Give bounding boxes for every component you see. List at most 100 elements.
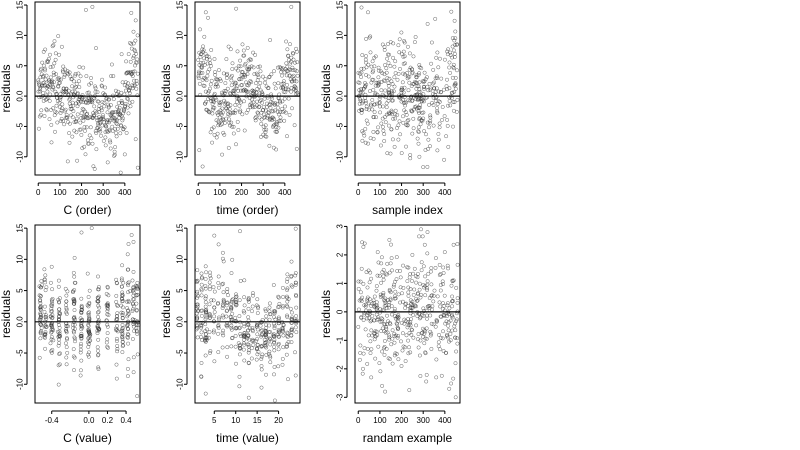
scatter-point	[272, 324, 277, 328]
y-tick-label: 15	[176, 0, 185, 9]
scatter-point	[119, 90, 124, 95]
y-tick-label: 3	[336, 224, 345, 229]
scatter-point	[201, 44, 205, 49]
scatter-point	[428, 86, 433, 91]
scatter-point	[294, 294, 299, 299]
scatter-point	[52, 39, 57, 44]
scatter-point	[125, 374, 130, 379]
scatter-point	[81, 65, 86, 70]
scatter-point	[398, 268, 403, 273]
scatter-point	[89, 76, 93, 80]
x-tick-label: 400	[438, 188, 452, 197]
scatter-point	[200, 164, 205, 169]
scatter-point	[403, 345, 407, 350]
scatter-point	[247, 65, 252, 70]
scatter-point	[56, 278, 61, 283]
scatter-point	[125, 252, 130, 257]
scatter-point	[292, 78, 297, 83]
scatter-point	[71, 329, 76, 334]
scatter-point	[135, 286, 140, 291]
y-tick-label: 0	[336, 309, 345, 314]
scatter-point	[59, 116, 64, 121]
scatter-point	[73, 73, 78, 78]
scatter-point	[44, 107, 49, 112]
scatter-point	[229, 73, 234, 78]
scatter-point	[453, 395, 458, 400]
scatter-point	[61, 119, 66, 123]
scatter-point	[392, 75, 397, 80]
scatter-point	[41, 90, 46, 95]
scatter-point	[368, 270, 373, 275]
scatter-point	[61, 70, 65, 74]
scatter-point	[386, 83, 391, 88]
y-tick-label: 10	[176, 254, 185, 263]
scatter-point	[234, 86, 239, 91]
scatter-point	[258, 81, 263, 85]
scatter-point	[428, 313, 433, 318]
scatter-point	[128, 289, 133, 294]
scatter-point	[255, 297, 260, 302]
scatter-point	[255, 311, 260, 316]
scatter-point	[280, 285, 285, 290]
scatter-point	[120, 294, 124, 299]
scatter-point	[437, 332, 441, 337]
scatter-point	[280, 362, 285, 367]
scatter-point	[271, 145, 276, 150]
scatter-point	[450, 75, 455, 80]
scatter-point	[383, 389, 388, 394]
scatter-point	[208, 86, 212, 91]
x-tick-label: 300	[417, 188, 431, 197]
scatter-point	[99, 108, 104, 113]
scatter-point	[364, 270, 369, 275]
scatter-point	[233, 315, 238, 320]
scatter-point	[382, 47, 387, 52]
scatter-point	[451, 62, 456, 67]
scatter-point	[96, 326, 101, 331]
scatter-point	[363, 57, 368, 62]
scatter-point	[78, 373, 83, 378]
x-tick-label: 5	[212, 416, 217, 425]
scatter-point	[126, 290, 131, 295]
scatter-point	[358, 343, 363, 348]
scatter-point	[371, 115, 376, 119]
scatter-point	[392, 309, 397, 314]
scatter-point	[82, 114, 86, 119]
scatter-point	[89, 226, 94, 231]
scatter-point	[401, 263, 406, 268]
scatter-point	[407, 80, 412, 85]
scatter-point	[412, 81, 417, 86]
scatter-point	[135, 331, 140, 336]
scatter-point	[134, 51, 139, 56]
scatter-point	[79, 308, 84, 313]
scatter-point	[67, 121, 72, 126]
scatter-point	[134, 329, 139, 334]
scatter-point	[86, 313, 91, 317]
scatter-point	[409, 108, 414, 113]
scatter-point	[272, 348, 277, 353]
scatter-point	[221, 93, 226, 98]
scatter-point	[132, 329, 137, 334]
scatter-point	[93, 86, 98, 91]
scatter-point	[387, 289, 392, 293]
scatter-point	[412, 40, 417, 45]
scatter-point	[107, 138, 112, 143]
scatter-point	[268, 355, 273, 360]
scatter-point	[126, 52, 131, 57]
scatter-point	[404, 112, 409, 117]
scatter-point	[53, 51, 58, 56]
scatter-point	[79, 303, 84, 308]
scatter-point	[215, 111, 220, 116]
scatter-point	[57, 105, 62, 110]
scatter-point	[369, 276, 374, 281]
scatter-point	[216, 285, 221, 290]
scatter-point	[73, 280, 78, 285]
y-axis-title: residuals	[159, 64, 173, 112]
x-tick-label: 400	[438, 416, 452, 425]
scatter-point	[237, 314, 242, 319]
scatter-point	[425, 251, 430, 256]
scatter-point	[105, 324, 110, 329]
scatter-point	[272, 117, 276, 121]
scatter-point	[133, 18, 138, 23]
scatter-point	[47, 85, 52, 90]
